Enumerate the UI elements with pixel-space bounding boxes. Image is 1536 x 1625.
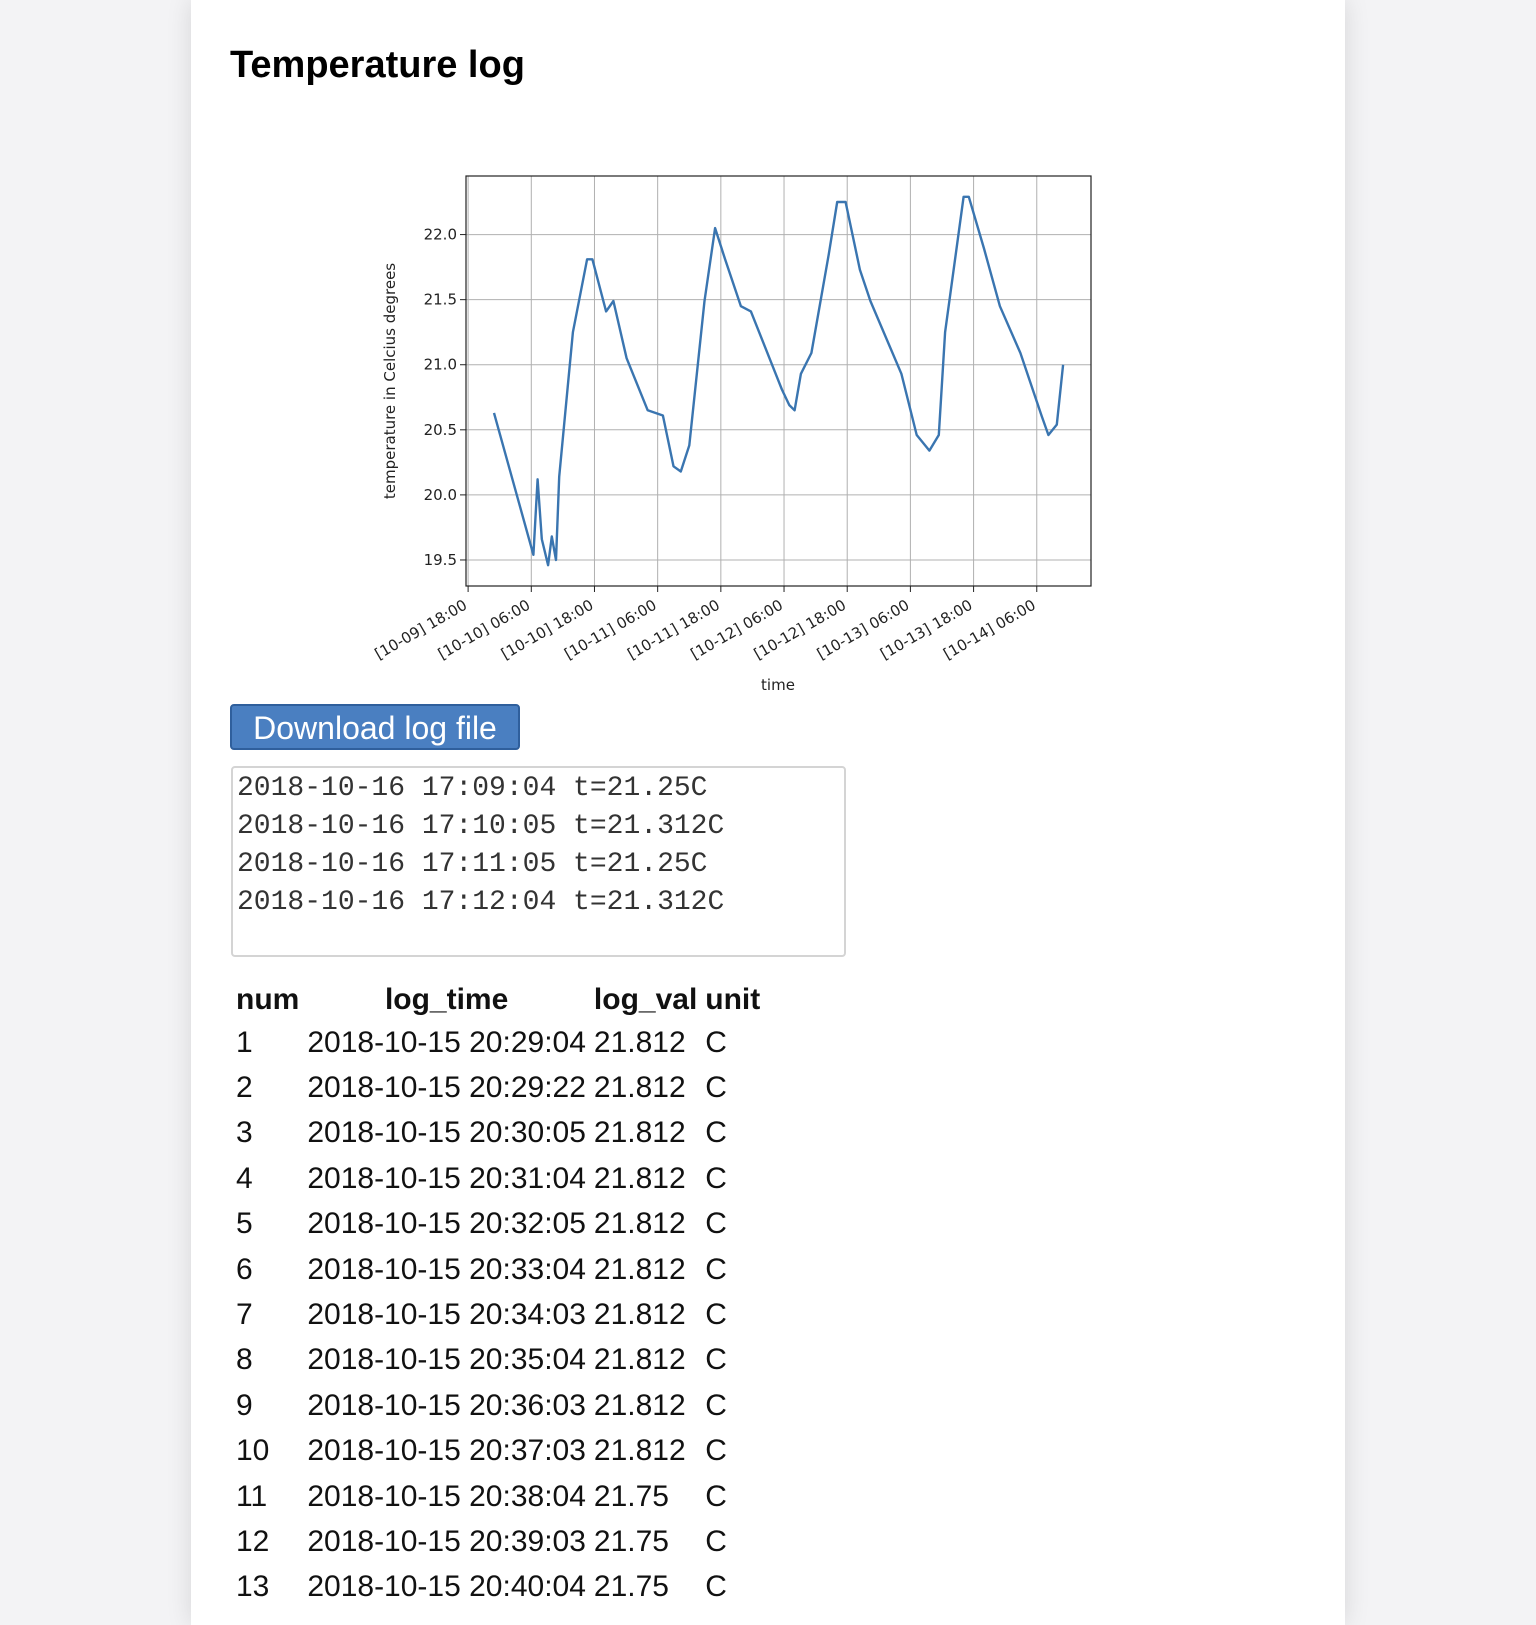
table-cell: C — [705, 1343, 727, 1377]
table-cell: C — [705, 1025, 727, 1059]
column-header: log_val — [593, 983, 698, 1016]
y-tick-label: 22.0 — [424, 226, 457, 244]
table-cell: 21.812 — [593, 1025, 686, 1059]
table-cell: 21.75 — [593, 1479, 669, 1513]
table-row: 9 2018-10-15 20:36:03 21.812 C — [232, 1383, 764, 1428]
table-cell: 2018-10-15 20:34:03 — [307, 1298, 586, 1332]
column-header: unit — [705, 983, 761, 1016]
table-row: 11 2018-10-15 20:38:04 21.75 C — [232, 1474, 764, 1519]
column-header: num — [236, 983, 300, 1016]
log-textarea[interactable]: 2018-10-16 17:09:04 t=21.25C 2018-10-16 1… — [231, 766, 846, 957]
table-row: 8 2018-10-15 20:35:04 21.812 C — [232, 1338, 764, 1383]
table-cell: C — [705, 1524, 727, 1558]
table-cell: C — [705, 1434, 727, 1468]
temperature-line — [492, 195, 1065, 567]
table-cell: 2018-10-15 20:38:04 — [307, 1479, 586, 1513]
page-title: Temperature log — [230, 44, 525, 86]
table-cell: 21.812 — [593, 1116, 686, 1150]
table-cell: 2018-10-15 20:30:05 — [307, 1116, 586, 1150]
table-cell: 2018-10-15 20:39:03 — [307, 1524, 586, 1558]
table-cell: 2 — [236, 1071, 253, 1105]
table-cell: 5 — [236, 1207, 253, 1241]
table-cell: 21.812 — [593, 1252, 686, 1286]
y-tick-label: 21.5 — [424, 291, 457, 309]
y-tick-label: 21.0 — [424, 356, 457, 374]
content-panel — [191, 0, 1345, 1625]
x-axis-label: time — [761, 676, 795, 694]
table-cell: 6 — [236, 1252, 253, 1286]
table-cell: 2018-10-15 20:31:04 — [307, 1161, 586, 1195]
table-cell: 2018-10-15 20:36:03 — [307, 1388, 586, 1422]
table-cell: 1 — [236, 1025, 253, 1059]
table-cell: 21.812 — [593, 1207, 686, 1241]
table-cell: 13 — [236, 1570, 270, 1604]
log-line: 2018-10-16 17:09:04 t=21.25C — [237, 773, 708, 804]
table-cell: 21.812 — [593, 1434, 686, 1468]
log-line: 2018-10-16 17:11:05 t=21.25C — [237, 849, 708, 880]
table-row: 6 2018-10-15 20:33:04 21.812 C — [232, 1247, 764, 1292]
table-cell: C — [705, 1161, 727, 1195]
table-cell: 2018-10-15 20:29:22 — [307, 1071, 586, 1105]
y-tick-label: 19.5 — [424, 551, 457, 569]
table-row: 4 2018-10-15 20:31:04 21.812 C — [232, 1156, 764, 1201]
table-cell: C — [705, 1479, 727, 1513]
table-cell: C — [705, 1298, 727, 1332]
table-cell: 10 — [236, 1434, 270, 1468]
chart: temperature in Celcius degrees time 19.5… — [372, 175, 1092, 694]
table-cell: 4 — [236, 1161, 253, 1195]
column-header: log_time — [384, 983, 509, 1016]
table-cell: C — [705, 1570, 727, 1604]
table-row: 7 2018-10-15 20:34:03 21.812 C — [232, 1292, 764, 1337]
log-line: 2018-10-16 17:10:05 t=21.312C — [237, 811, 725, 842]
table-cell: 21.812 — [593, 1343, 686, 1377]
table-cell: C — [705, 1116, 727, 1150]
table-cell: 21.812 — [593, 1071, 686, 1105]
table-cell: C — [705, 1388, 727, 1422]
table-cell: 2018-10-15 20:37:03 — [307, 1434, 586, 1468]
table-row: 13 2018-10-15 20:40:04 21.75 C — [232, 1565, 764, 1610]
table-cell: 2018-10-15 20:32:05 — [307, 1207, 586, 1241]
table-cell: C — [705, 1252, 727, 1286]
table-row: 1 2018-10-15 20:29:04 21.812 C — [232, 1020, 764, 1065]
table-cell: 9 — [236, 1388, 253, 1422]
y-axis-label: temperature in Celcius degrees — [381, 263, 399, 499]
table-header: num log_time log_val unit — [232, 980, 764, 1020]
table-cell: 2018-10-15 20:33:04 — [307, 1252, 586, 1286]
log-table: num log_time log_val unit 1 2018-10-15 20:29:… — [232, 980, 764, 1610]
table-cell: 11 — [236, 1479, 268, 1513]
table-cell: 21.75 — [593, 1524, 669, 1558]
y-tick-label: 20.0 — [424, 486, 457, 504]
plot-frame — [465, 175, 1092, 587]
table-cell: 8 — [236, 1343, 253, 1377]
y-tick-label: 20.5 — [424, 421, 457, 439]
table-row: 10 2018-10-15 20:37:03 21.812 C — [232, 1429, 764, 1474]
table-cell: C — [705, 1071, 727, 1105]
log-line: 2018-10-16 17:12:04 t=21.312C — [237, 887, 725, 918]
table-cell: 2018-10-15 20:40:04 — [307, 1570, 586, 1604]
download-button[interactable]: Download log file — [230, 704, 520, 750]
table-cell: 3 — [236, 1116, 253, 1150]
table-cell: 21.812 — [593, 1388, 686, 1422]
table-cell: 7 — [236, 1298, 253, 1332]
table-cell: 21.75 — [593, 1570, 669, 1604]
table-cell: C — [705, 1207, 727, 1241]
table-cell: 12 — [236, 1524, 270, 1558]
table-cell: 21.812 — [593, 1298, 686, 1332]
table-row: 12 2018-10-15 20:39:03 21.75 C — [232, 1519, 764, 1564]
table-cell: 2018-10-15 20:35:04 — [307, 1343, 586, 1377]
table-cell: 2018-10-15 20:29:04 — [307, 1025, 586, 1059]
table-cell: 21.812 — [593, 1161, 686, 1195]
table-row: 3 2018-10-15 20:30:05 21.812 C — [232, 1111, 764, 1156]
table-row: 2 2018-10-15 20:29:22 21.812 C — [232, 1065, 764, 1110]
table-row: 5 2018-10-15 20:32:05 21.812 C — [232, 1202, 764, 1247]
